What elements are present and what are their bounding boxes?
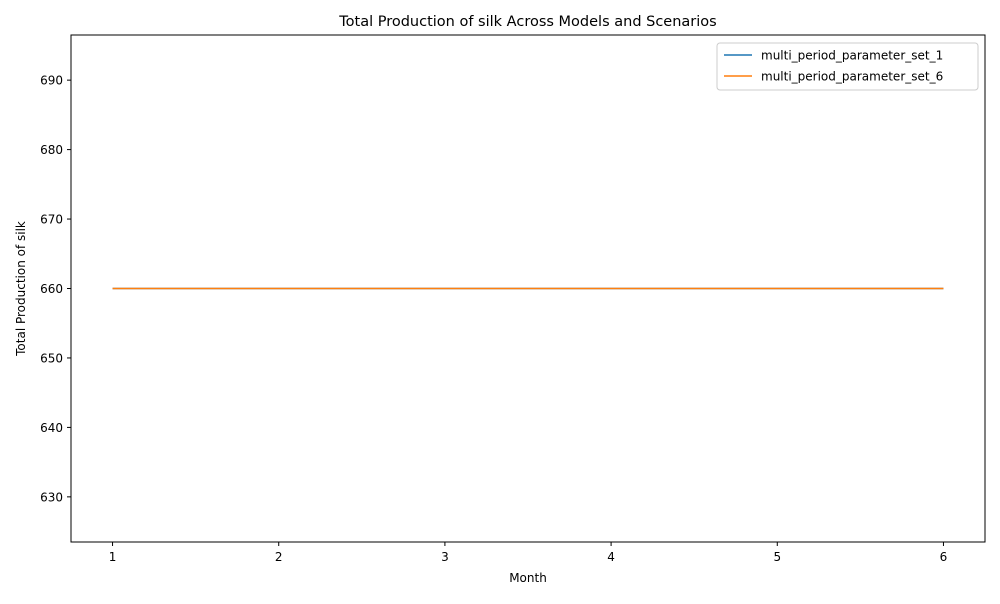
y-tick-label: 630: [40, 490, 63, 504]
x-tick-label: 2: [275, 550, 283, 564]
y-tick-label: 660: [40, 282, 63, 296]
y-tick-label: 690: [40, 74, 63, 88]
legend-items: multi_period_parameter_set_1 multi_period…: [724, 49, 943, 84]
y-axis-ticks: 630 640 650 660 670 680 690: [40, 74, 71, 504]
legend-box: [716, 42, 979, 91]
legend: multi_period_parameter_set_1 multi_period…: [716, 42, 979, 91]
y-tick-label: 670: [40, 213, 63, 227]
chart-title: Total Production of silk Across Models a…: [338, 14, 716, 30]
x-tick-label: 1: [109, 550, 117, 564]
y-tick-label: 650: [40, 351, 63, 365]
x-tick-label: 3: [441, 550, 449, 564]
x-axis-label: Month: [509, 571, 547, 585]
y-axis-label: Total Production of silk: [14, 221, 28, 357]
x-axis-ticks: 1 2 3 4 5 6: [109, 542, 948, 564]
x-tick-label: 5: [773, 550, 781, 564]
legend-label-1: multi_period_parameter_set_1: [761, 49, 943, 63]
y-tick-label: 640: [40, 421, 63, 435]
legend-label-2: multi_period_parameter_set_6: [761, 70, 943, 84]
x-tick-label: 6: [940, 550, 948, 564]
x-tick-label: 4: [607, 550, 615, 564]
y-tick-label: 680: [40, 143, 63, 157]
